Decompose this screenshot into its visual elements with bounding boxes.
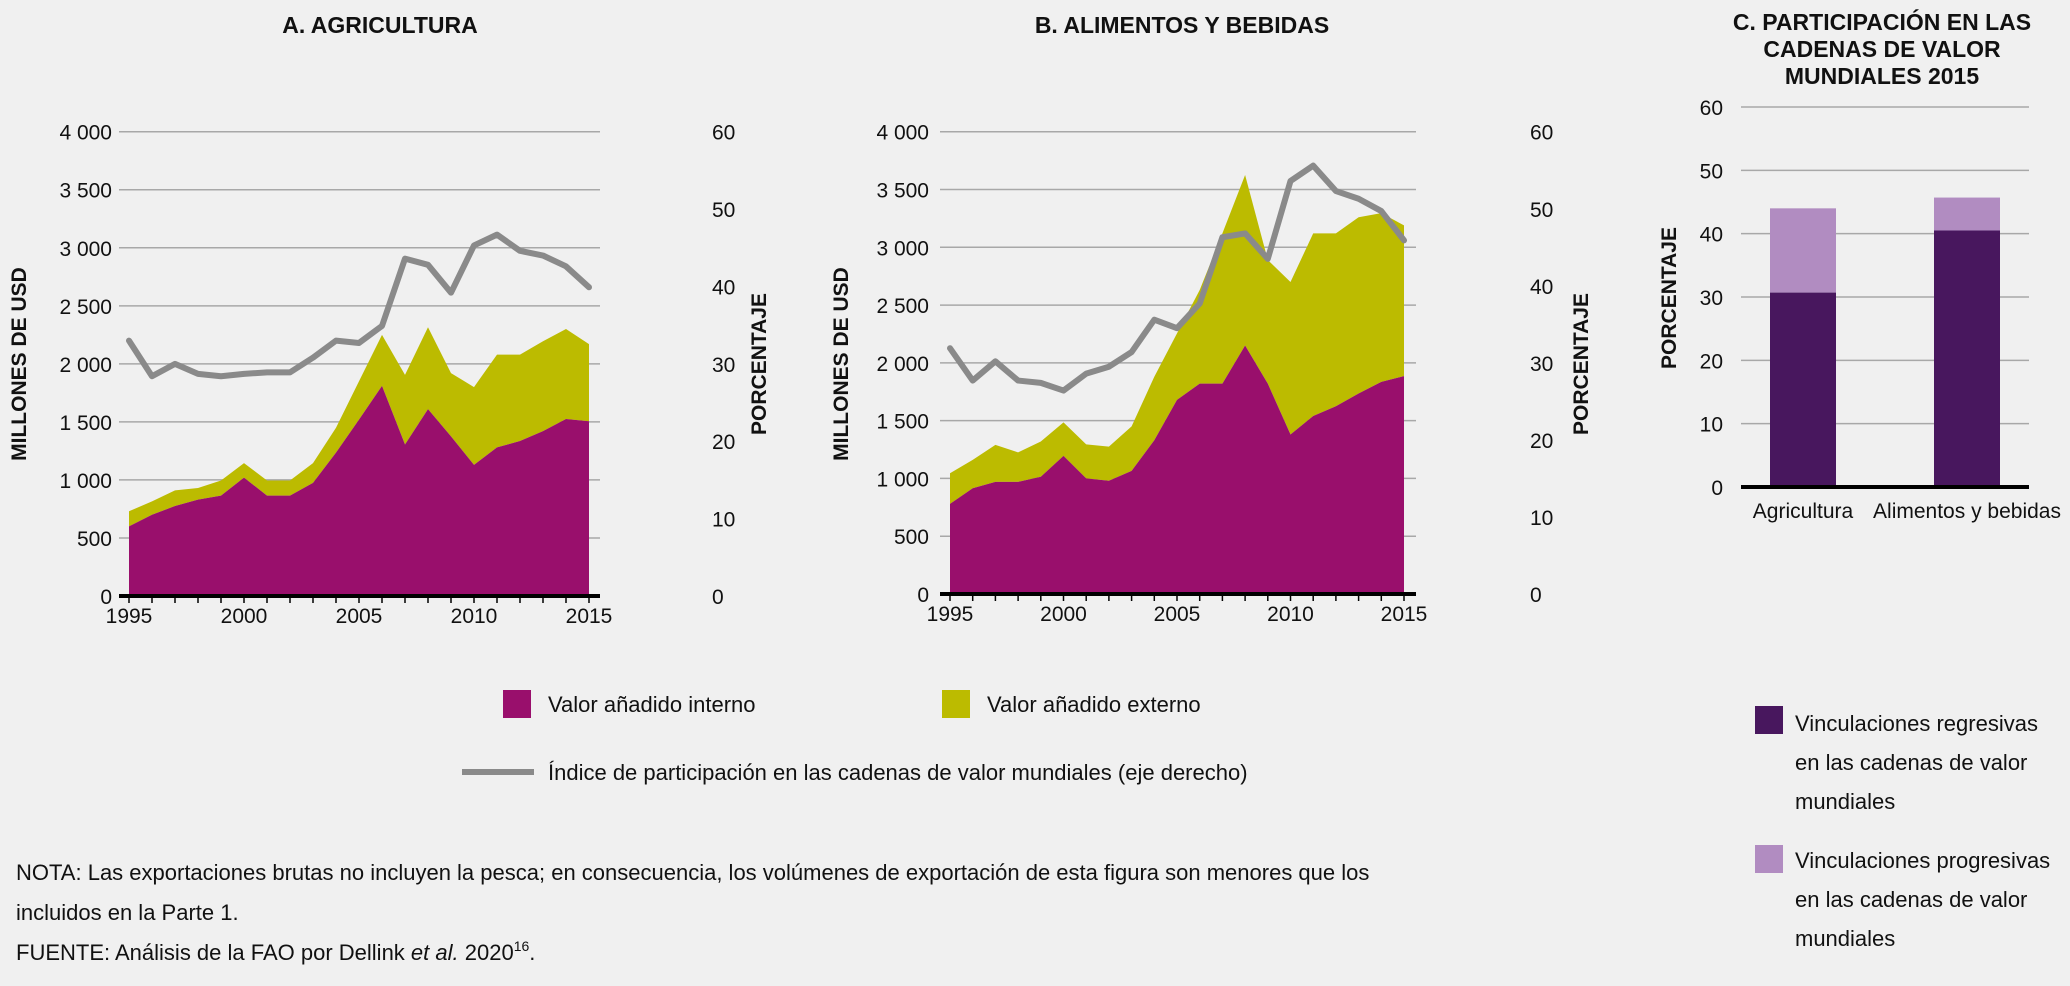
y-tick-label: 0	[1711, 477, 1723, 500]
y-tick-label: 2 500	[876, 295, 929, 318]
chart-c: 0 10 20 30 40 50 60 Agricultura Alimentos y bebi…	[1700, 97, 2061, 523]
y-tick-label: 10	[1700, 414, 1723, 437]
x-tick-label: 2000	[221, 605, 268, 628]
legend-swatch-external	[942, 690, 970, 718]
x-tick-label: 2015	[1381, 603, 1428, 626]
y-right-tick-label: 40	[712, 276, 735, 299]
y-tick-label: 60	[1700, 97, 1723, 120]
legend-c: Vinculaciones regresivas en las cadenas …	[1755, 706, 2050, 951]
y-tick-label: 3 500	[876, 179, 929, 202]
x-tick-label: 2005	[336, 605, 383, 628]
legend-label-forward-line-1: Vinculaciones progresivas	[1795, 848, 2050, 873]
y-tick-label: 500	[894, 526, 929, 549]
y-right-tick-label: 40	[1530, 276, 1553, 299]
chart-b-y-axis-title: MILLONES DE USD	[830, 267, 853, 461]
bar-backward	[1770, 292, 1836, 487]
chart-c-title-line-2: CADENAS DE VALOR	[1763, 36, 2001, 62]
y-tick-label: 500	[77, 528, 112, 551]
chart-b: 0 500 1 000 1 500 2 000 2 500 3 000 3 500 4 000 0…	[876, 122, 1553, 626]
y-tick-label: 1 000	[59, 470, 112, 493]
y-tick-label: 0	[917, 584, 929, 607]
y-tick-label: 2 500	[59, 296, 112, 319]
chart-a: 0 500 1 000 1 500 2 000 2 500 3 000 3 500 4 000 0…	[59, 122, 735, 628]
bar-forward	[1934, 197, 2000, 231]
y-tick-label: 3 500	[59, 180, 112, 203]
legend-swatch-forward	[1755, 845, 1783, 873]
source-prefix: FUENTE: Análisis de la FAO por Dellink	[16, 940, 411, 965]
legend-label-internal: Valor añadido interno	[548, 692, 756, 717]
y-right-tick-label: 50	[712, 199, 735, 222]
y-right-tick-label: 0	[1530, 584, 1542, 607]
y-tick-label: 20	[1700, 350, 1723, 373]
y-tick-label: 3 000	[876, 237, 929, 260]
x-tick-label: 1995	[927, 603, 974, 626]
x-tick-label: 2015	[566, 605, 613, 628]
legend-label-forward-line-2: en las cadenas de valor	[1795, 887, 2027, 912]
x-tick-label: 1995	[106, 605, 153, 628]
chart-c-y-axis-title: PORCENTAJE	[1658, 227, 1681, 369]
chart-b-y-right-axis-title: PORCENTAJE	[1570, 293, 1593, 435]
y-tick-label: 1 500	[876, 411, 929, 434]
note-line-2: incluidos en la Parte 1.	[16, 900, 239, 925]
y-right-tick-label: 0	[712, 586, 724, 609]
y-tick-label: 4 000	[59, 122, 112, 145]
chart-c-title-line-1: C. PARTICIPACIÓN EN LAS	[1733, 8, 2031, 35]
y-tick-label: 40	[1700, 224, 1723, 247]
index-line	[947, 162, 1407, 394]
legend-swatch-internal	[503, 690, 531, 718]
area-internal	[129, 385, 589, 596]
bar-forward	[1770, 208, 1836, 293]
y-right-tick-label: 30	[1530, 353, 1553, 376]
y-tick-label: 1 000	[876, 468, 929, 491]
chart-a-title: A. AGRICULTURA	[282, 12, 477, 38]
index-line	[126, 231, 592, 380]
x-tick-label: 2000	[1040, 603, 1087, 626]
legend-label-backward-line-1: Vinculaciones regresivas	[1795, 711, 2038, 736]
y-tick-label: 2 000	[876, 353, 929, 376]
source-etal: et al.	[411, 940, 459, 965]
legend-swatch-backward	[1755, 706, 1783, 734]
area-internal	[950, 345, 1404, 594]
legend: Valor añadido interno Valor añadido exte…	[462, 690, 1248, 785]
y-right-tick-label: 60	[1530, 122, 1553, 145]
source-end: .	[529, 940, 535, 965]
y-right-tick-label: 10	[1530, 507, 1553, 530]
source-footnote: 16	[514, 938, 530, 954]
x-category-label: Alimentos y bebidas	[1873, 500, 2061, 523]
y-tick-label: 30	[1700, 287, 1723, 310]
source-year: 2020	[459, 940, 514, 965]
y-tick-label: 0	[100, 586, 112, 609]
bar-backward	[1934, 230, 2000, 487]
chart-c-title-line-3: MUNDIALES 2015	[1785, 63, 1979, 89]
chart-b-title: B. ALIMENTOS Y BEBIDAS	[1035, 12, 1329, 38]
legend-label-forward-line-3: mundiales	[1795, 926, 1895, 951]
x-tick-label: 2010	[451, 605, 498, 628]
chart-a-y-right-axis-title: PORCENTAJE	[748, 293, 771, 435]
y-tick-label: 50	[1700, 160, 1723, 183]
area-external	[950, 175, 1404, 504]
x-tick-label: 2005	[1154, 603, 1201, 626]
legend-label-external: Valor añadido externo	[987, 692, 1201, 717]
y-tick-label: 3 000	[59, 238, 112, 261]
area-external	[129, 327, 589, 527]
legend-label-backward-line-2: en las cadenas de valor	[1795, 750, 2027, 775]
y-right-tick-label: 20	[1530, 430, 1553, 453]
y-tick-label: 2 000	[59, 354, 112, 377]
source-line: FUENTE: Análisis de la FAO por Dellink e…	[16, 938, 535, 965]
x-category-label: Agricultura	[1753, 500, 1854, 523]
note-line-1: NOTA: Las exportaciones brutas no incluy…	[16, 860, 1369, 885]
x-tick-label: 2010	[1267, 603, 1314, 626]
y-tick-label: 4 000	[876, 122, 929, 145]
y-right-tick-label: 20	[712, 431, 735, 454]
y-right-tick-label: 30	[712, 354, 735, 377]
y-right-tick-label: 50	[1530, 199, 1553, 222]
legend-label-index: Índice de participación en las cadenas d…	[548, 760, 1248, 785]
chart-a-y-axis-title: MILLONES DE USD	[8, 267, 31, 461]
y-right-tick-label: 10	[712, 509, 735, 532]
legend-label-backward-line-3: mundiales	[1795, 789, 1895, 814]
y-right-tick-label: 60	[712, 122, 735, 145]
y-tick-label: 1 500	[59, 412, 112, 435]
